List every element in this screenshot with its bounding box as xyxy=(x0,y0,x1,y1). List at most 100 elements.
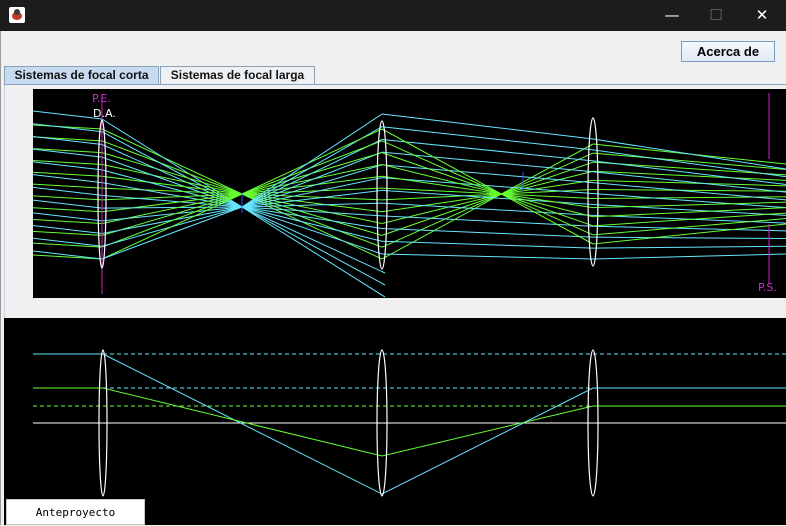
ray-a-input xyxy=(33,207,103,213)
ray-b-input xyxy=(33,161,103,171)
ray-b-after-focus xyxy=(241,202,383,208)
ray-a-input xyxy=(33,124,103,130)
exit-pupil-label: P.S. xyxy=(758,281,777,294)
close-button[interactable]: ✕ xyxy=(755,6,769,24)
app-icon xyxy=(9,7,25,23)
ray-a-input xyxy=(33,219,103,225)
ray-a-path xyxy=(102,353,786,495)
ray-a-input xyxy=(33,230,103,236)
ray-b-to-focus xyxy=(101,131,243,208)
ray-b-after-focus xyxy=(241,189,383,208)
ray-a-relay xyxy=(381,140,594,236)
ray-b-after-focus xyxy=(241,206,383,230)
ray-b-input xyxy=(33,135,103,145)
lens-2 xyxy=(376,349,388,497)
ray-b-relay xyxy=(381,253,594,260)
ray-b-relay xyxy=(381,228,594,238)
ray-a-output xyxy=(592,201,786,209)
ray-b-to-focus xyxy=(101,206,243,209)
lens-1 xyxy=(98,349,108,497)
minimize-button[interactable]: — xyxy=(664,6,680,24)
ray-b-escape xyxy=(241,206,386,286)
ray-a-relay xyxy=(381,163,594,218)
ray-b-output xyxy=(592,236,786,240)
lens-3 xyxy=(587,117,599,267)
ray-b-output xyxy=(592,225,786,232)
ray-b-relay xyxy=(381,240,594,249)
ray-b-input xyxy=(33,110,103,120)
ray-a-relay xyxy=(381,187,594,200)
ray-b-to-focus xyxy=(101,156,243,208)
ray-a-input xyxy=(33,195,103,201)
ray-a-relay xyxy=(381,128,594,245)
lens-3 xyxy=(587,349,599,497)
ray-b-input xyxy=(33,199,103,209)
ray-b-output xyxy=(592,149,786,178)
ray-a-relay xyxy=(381,179,594,213)
ray-a-output xyxy=(592,207,786,218)
ray-b-output xyxy=(592,245,786,249)
ray-a-input xyxy=(33,254,103,260)
ray-b-after-focus xyxy=(241,206,383,255)
ray-b-escape xyxy=(241,206,386,274)
ray-b-after-focus xyxy=(241,139,383,208)
ray-b-input xyxy=(33,148,103,158)
ray-a-relay xyxy=(381,152,594,227)
ray-b-input xyxy=(33,225,103,235)
about-button[interactable]: Acerca de xyxy=(681,41,775,62)
tab-panel xyxy=(4,85,786,525)
ray-a-relay xyxy=(381,143,594,260)
ray-b-to-focus xyxy=(101,206,243,260)
ray-a-output xyxy=(592,223,786,245)
ray-b-after-focus xyxy=(241,151,383,208)
draft-button[interactable]: Anteproyecto xyxy=(6,499,145,525)
ray-a-output xyxy=(592,212,786,227)
ray-a-input xyxy=(33,183,103,189)
tab-strip-divider xyxy=(4,84,786,85)
ray-b-output xyxy=(592,182,786,201)
tab-long-focal[interactable]: Sistemas de focal larga xyxy=(160,66,315,85)
ray-diagram xyxy=(33,93,786,298)
ray-b-input xyxy=(33,237,103,247)
ray-b-after-focus xyxy=(241,177,383,208)
ray-a-relay xyxy=(381,175,594,209)
ray-b-output xyxy=(592,203,786,216)
ray-b-relay xyxy=(381,126,594,151)
ray-diagram-canvas: P.E. D.A. P.S. xyxy=(33,89,786,298)
ray-b-after-focus xyxy=(241,164,383,208)
maximize-button[interactable]: ☐ xyxy=(709,6,723,24)
ray-a-input xyxy=(33,148,103,154)
entrance-pupil-label: P.E. xyxy=(92,92,111,105)
ray-a-input xyxy=(33,171,103,177)
ray-a-output xyxy=(592,152,786,170)
ray-a-output xyxy=(592,218,786,236)
lens-1 xyxy=(97,119,107,269)
ray-b-relay xyxy=(381,138,594,162)
ray-b-relay xyxy=(381,151,594,173)
paraxial-diagram xyxy=(33,349,786,497)
ray-b-input xyxy=(33,250,103,260)
ray-b-output xyxy=(592,138,786,170)
ray-b-escape xyxy=(241,206,386,298)
ray-b-path xyxy=(102,387,786,457)
ray-a-relay xyxy=(381,161,594,236)
aperture-stop-label: D.A. xyxy=(93,107,116,120)
ray-a-output xyxy=(592,179,786,187)
ray-b-relay xyxy=(381,164,594,184)
ray-b-input xyxy=(33,186,103,196)
ray-b-relay xyxy=(381,177,594,195)
title-bar: — ☐ ✕ xyxy=(0,0,786,31)
ray-b-after-focus xyxy=(241,206,383,217)
ray-a-output xyxy=(592,188,786,192)
ray-a-output xyxy=(592,170,786,181)
ray-b-relay xyxy=(381,113,594,140)
tab-short-focal[interactable]: Sistemas de focal corta xyxy=(4,66,159,85)
ray-a-input xyxy=(33,242,103,248)
ray-b-output xyxy=(592,160,786,185)
ray-b-input xyxy=(33,212,103,222)
paraxial-diagram-canvas xyxy=(4,318,786,525)
ray-bundle xyxy=(33,110,786,298)
ray-b-after-focus xyxy=(241,113,383,208)
ray-b-input xyxy=(33,174,103,184)
ray-b-to-focus xyxy=(101,118,243,208)
